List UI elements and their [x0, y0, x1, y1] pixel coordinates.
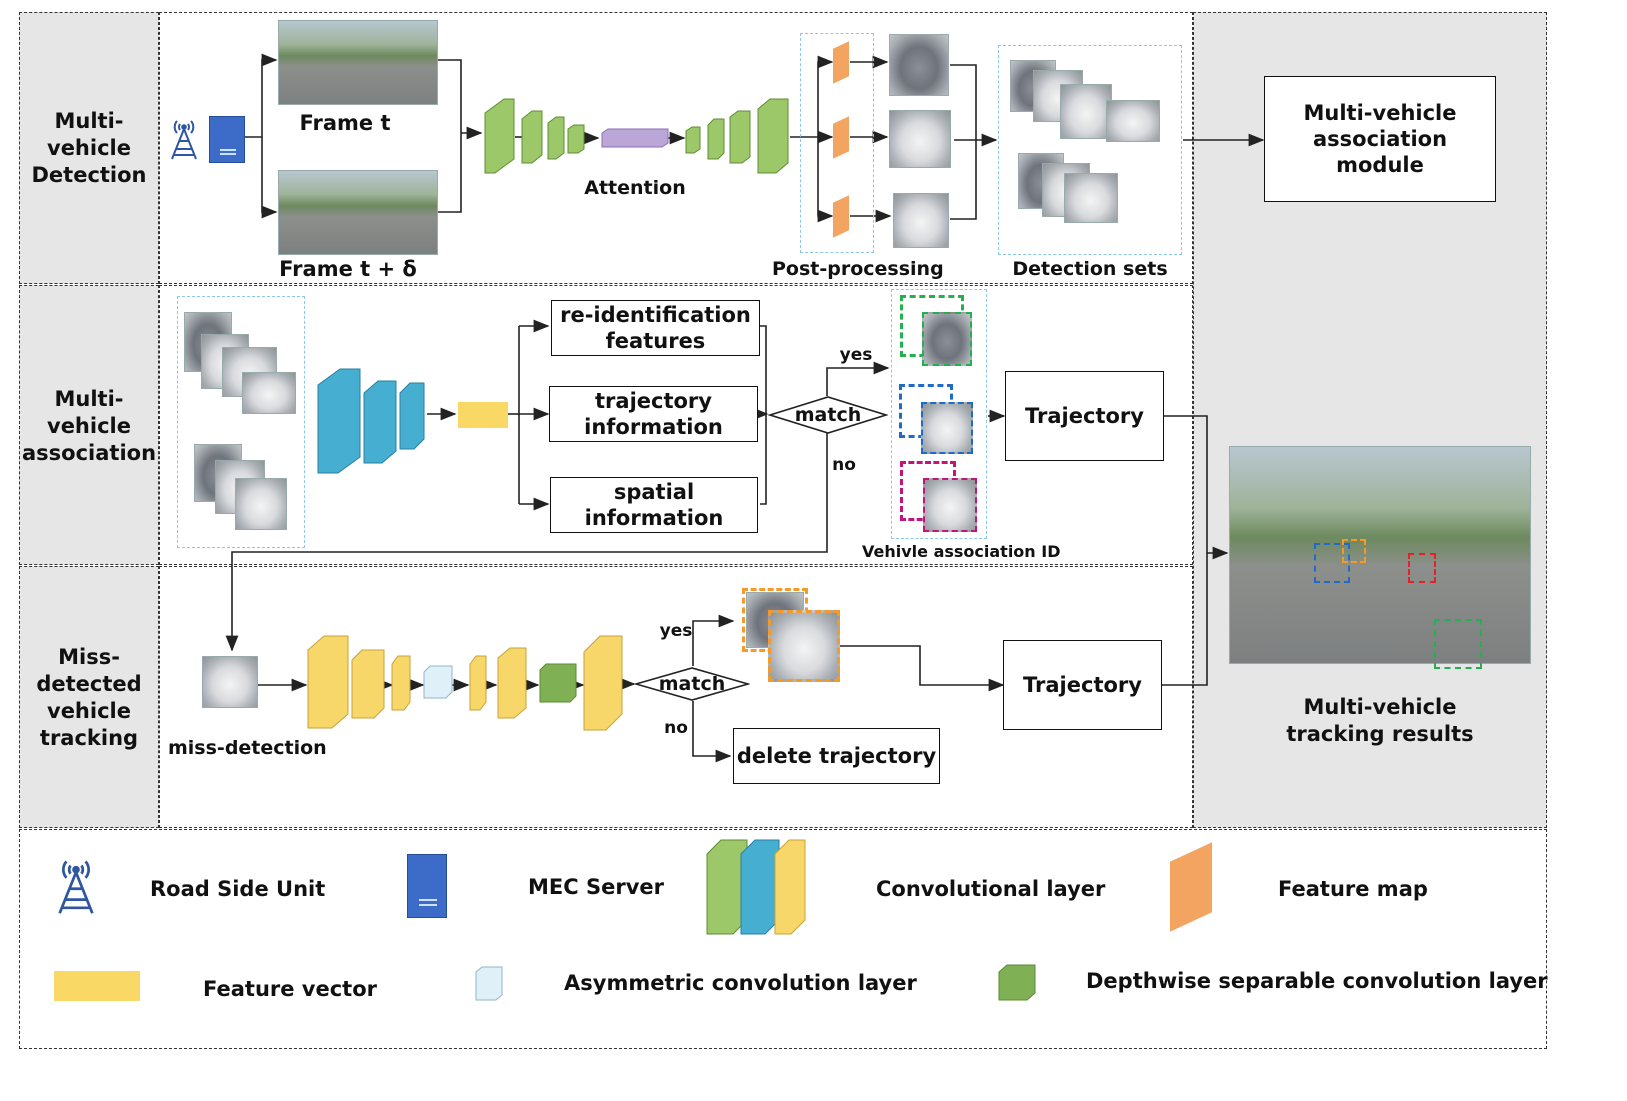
- association-match-diamond: [768, 396, 888, 434]
- detection-sets-label: Detection sets: [1012, 258, 1168, 280]
- assoc-feature-vector: [458, 402, 508, 428]
- feature-map-2: [833, 116, 849, 159]
- feature-map-1: [833, 41, 849, 84]
- legend-asym-label: Asymmetric convolution layer: [564, 971, 917, 995]
- association-yes-label: yes: [839, 345, 873, 365]
- tracking-trajectory-box: Trajectory: [1003, 640, 1162, 730]
- attention-label: Attention: [584, 177, 686, 199]
- row-label-panel-tracking: [19, 566, 159, 828]
- association-network: [317, 368, 425, 474]
- detection-network: [484, 98, 789, 174]
- legend-rsu-icon: [54, 856, 98, 916]
- row-label-detection: Multi-vehicle Detection: [31, 109, 147, 187]
- result-box-red: [1408, 553, 1436, 583]
- detected-car-1: [889, 34, 949, 96]
- id-magenta-car: [923, 478, 977, 532]
- frame-t-label: Frame t: [299, 111, 391, 135]
- row-label-panel-detection: [19, 12, 159, 284]
- trajectory-information-box: trajectory information: [549, 386, 758, 442]
- set-car-4: [1106, 100, 1160, 142]
- legend-panel: [19, 829, 1547, 1049]
- frame-t-image: [278, 20, 438, 105]
- feature-map-3: [833, 195, 849, 238]
- legend-conv-label: Convolutional layer: [876, 877, 1106, 901]
- result-box-green: [1434, 619, 1482, 669]
- legend-feature-vector-icon: [54, 971, 140, 1001]
- detected-car-2: [889, 110, 951, 168]
- id-green-car: [922, 312, 972, 366]
- tracking-matched-car-front: [768, 610, 840, 682]
- association-match-label: match: [794, 404, 862, 426]
- row-label-panel-association: [19, 285, 159, 565]
- row-section-detection: [159, 12, 1193, 284]
- legend-mec-icon: [407, 854, 447, 918]
- detection-sets-group: [998, 45, 1182, 255]
- association-no-label: no: [832, 455, 856, 475]
- frame-t-delta-label: Frame t + δ: [279, 257, 417, 281]
- tracking-results-image: [1229, 446, 1531, 669]
- legend-feature-vector-label: Feature vector: [203, 977, 378, 1001]
- frame-t-delta-image: [278, 170, 438, 255]
- miss-detection-label: miss-detection: [168, 737, 327, 759]
- delete-trajectory-box: delete trajectory: [733, 728, 940, 784]
- rsu-icon: [168, 117, 200, 161]
- legend-mec-label: MEC Server: [528, 875, 664, 899]
- spatial-information-box: spatial information: [550, 477, 758, 533]
- legend-conv-icon: [706, 839, 806, 935]
- tracking-network: [307, 635, 623, 731]
- legend-rsu-label: Road Side Unit: [150, 877, 326, 901]
- assoc-input-car-4: [242, 372, 296, 414]
- row-label-association: Multi-vehicle association: [22, 387, 157, 465]
- detected-car-3: [893, 193, 949, 248]
- post-processing-group: [800, 33, 874, 253]
- association-id-group: [891, 289, 987, 539]
- legend-feature-map-label: Feature map: [1278, 877, 1428, 901]
- row-label-tracking: Miss-detected vehicle tracking: [36, 645, 142, 750]
- tracking-match-label: match: [658, 673, 726, 695]
- legend-asym-icon: [475, 966, 503, 1001]
- id-blue-car: [921, 402, 973, 454]
- row-section-association: [159, 285, 1193, 565]
- set-car-3: [1060, 84, 1112, 139]
- row-section-tracking: [159, 566, 1193, 828]
- legend-depthwise-label: Depthwise separable convolution layer: [1086, 969, 1548, 993]
- results-title: Multi-vehicle tracking results: [1286, 695, 1474, 746]
- mec-server-icon: [209, 116, 245, 163]
- association-id-label: Vehivle association ID: [862, 542, 1061, 561]
- reid-features-box: re-identification features: [551, 300, 760, 356]
- assoc-input-car-7: [235, 478, 287, 530]
- set-car-7: [1064, 173, 1118, 223]
- tracking-no-label: no: [664, 718, 688, 738]
- association-module-box: Multi-vehicle association module: [1264, 76, 1496, 202]
- legend-depthwise-icon: [998, 964, 1036, 1001]
- tracking-yes-label: yes: [659, 621, 693, 641]
- post-processing-label: Post-processing: [772, 258, 944, 280]
- tracking-match-diamond: [634, 667, 750, 701]
- result-box-blue: [1314, 543, 1350, 583]
- association-input-group: [177, 296, 305, 548]
- result-box-orange: [1342, 539, 1366, 563]
- association-trajectory-box: Trajectory: [1005, 371, 1164, 461]
- miss-detection-car: [202, 656, 258, 708]
